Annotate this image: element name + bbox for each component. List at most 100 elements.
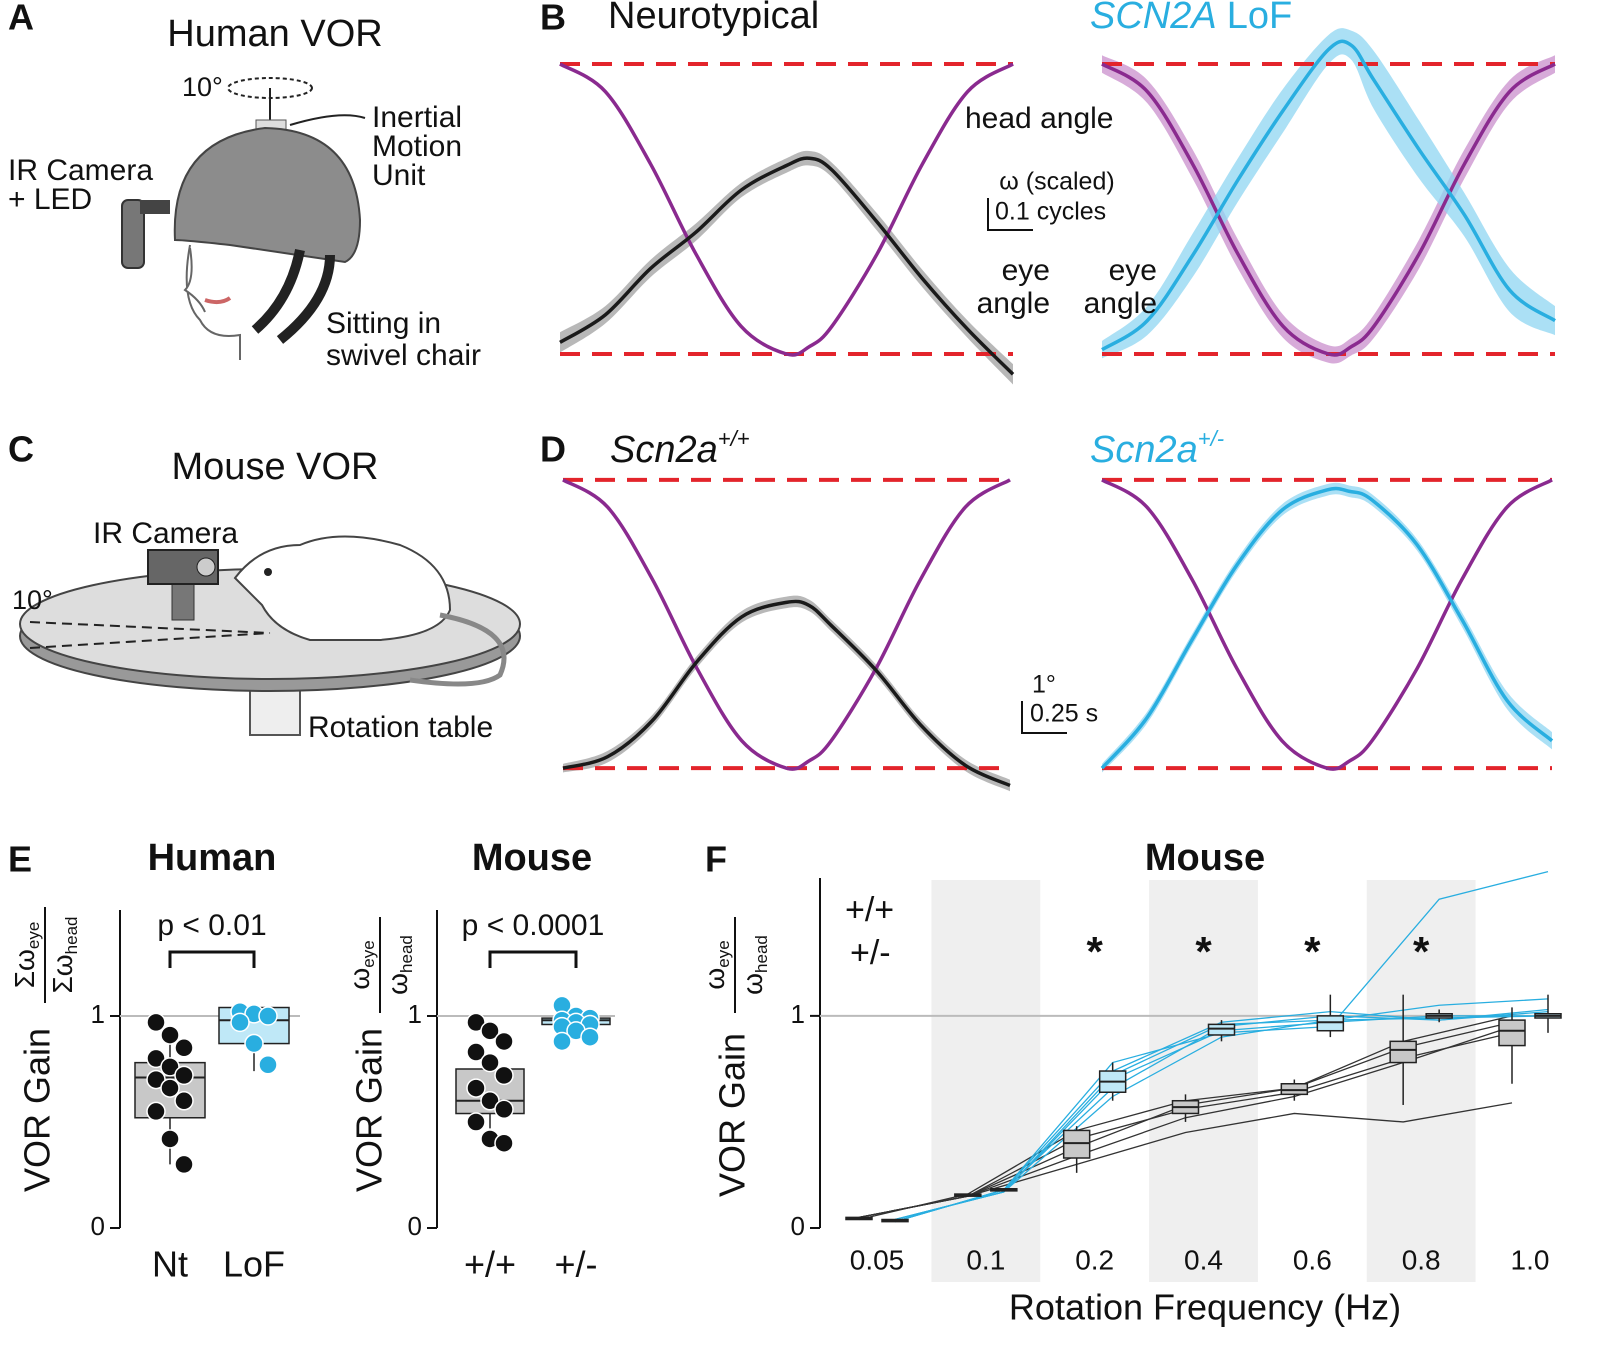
panel-label: B (540, 0, 566, 38)
fraction-part: Σω (9, 949, 40, 988)
fraction-part: head (752, 935, 771, 973)
y-tick-label: 1 (408, 999, 422, 1029)
human-illustration: Human VOR 10° Inertial Motion Unit IR Ca… (8, 13, 481, 372)
shade-band (931, 880, 1041, 1282)
data-point (230, 1012, 250, 1033)
chart-title: Neurotypical (608, 0, 819, 37)
x-tick-label: 0.8 (1402, 1244, 1441, 1275)
fraction-part: ω (737, 973, 768, 995)
illustration-label: Sitting in (326, 307, 441, 340)
box (1316, 1015, 1345, 1032)
data-point (146, 1012, 166, 1033)
data-point (494, 1099, 514, 1120)
title-part: Scn2a (610, 429, 718, 471)
illustration-label: 10° (12, 585, 53, 615)
illustration-label: Unit (372, 159, 426, 192)
x-axis-label: Rotation Frequency (Hz) (1009, 1287, 1401, 1328)
fraction-numerator: ωeye (344, 940, 378, 989)
error-band (563, 595, 1010, 792)
box (1389, 1040, 1417, 1064)
data-point (174, 1038, 194, 1058)
error-band (560, 150, 1013, 385)
annotation: * (1195, 928, 1212, 975)
y-axis-label: VOR Gain (17, 1028, 58, 1192)
data-point (480, 1052, 500, 1073)
data-point (480, 1021, 500, 1041)
fraction-denominator: ωhead (737, 935, 771, 995)
scale-bar (987, 198, 1033, 231)
series-label: eye (1109, 254, 1157, 287)
illustration-title: Human VOR (167, 13, 382, 55)
fraction-part: head (397, 935, 416, 973)
data-point (552, 1031, 572, 1052)
illustration-label: IR Camera (93, 517, 238, 550)
trace-line (562, 478, 1011, 771)
x-tick-label: 0.6 (1293, 1244, 1332, 1275)
x-tick-label: 0.05 (850, 1244, 905, 1275)
data-point (494, 1133, 514, 1153)
panel-label: C (8, 429, 34, 470)
y-tick-label: 0 (91, 1211, 105, 1241)
data-point (174, 1065, 194, 1086)
error-band (1102, 28, 1555, 359)
y-tick-label: 1 (791, 999, 805, 1029)
trace-line (562, 599, 1011, 788)
fraction-numerator: Σωeye (9, 922, 43, 989)
data-point (244, 1033, 264, 1054)
significance-bracket (168, 950, 256, 968)
legend-entry: +/+ (845, 891, 894, 929)
annotation: * (1304, 928, 1321, 975)
illustration-label: + LED (8, 183, 92, 216)
fraction-part: eye (24, 922, 43, 949)
chart-title: Scn2a+/- (1090, 426, 1224, 471)
y-axis-label: VOR Gain (712, 1033, 753, 1197)
title-part: Neurotypical (608, 0, 819, 37)
shade-band (1149, 880, 1258, 1282)
data-point (258, 1055, 278, 1075)
trace-line (1101, 62, 1556, 357)
box (1062, 1129, 1091, 1159)
scale-bar-label: ω (scaled) (999, 168, 1114, 196)
data-point (160, 1057, 180, 1077)
scale-bar (1021, 701, 1067, 734)
y-tick-label: 1 (91, 999, 105, 1029)
x-tick-label: Nt (152, 1244, 188, 1285)
data-point (174, 1091, 194, 1111)
data-point (494, 1065, 514, 1086)
title-part: Scn2a (1090, 429, 1198, 471)
illustration-label: Rotation table (308, 711, 493, 744)
y-tick-label: 0 (791, 1211, 805, 1241)
shade-band (1366, 880, 1476, 1282)
annotation: p < 0.01 (157, 909, 266, 942)
box (1498, 1019, 1526, 1047)
fraction-denominator: Σωhead (47, 917, 81, 994)
data-point (174, 1154, 194, 1175)
error-band (1102, 55, 1555, 364)
annotation: * (1086, 928, 1103, 975)
x-tick-label: 0.4 (1184, 1244, 1223, 1275)
title-part: +/+ (718, 426, 750, 451)
scale-bar-label: 1° (1032, 671, 1056, 699)
chart-title: Mouse (472, 837, 592, 879)
panel-label: F (705, 839, 727, 880)
annotation: * (1413, 928, 1430, 975)
significance-bracket (488, 950, 578, 968)
box (1280, 1083, 1309, 1096)
scale-bar-label: 0.25 s (1030, 700, 1098, 728)
data-point (466, 1042, 486, 1062)
chart-title: Human (148, 837, 277, 879)
y-tick-label: 0 (408, 1211, 422, 1241)
fraction-denominator: ωhead (382, 935, 416, 995)
annotation: p < 0.0001 (462, 909, 605, 942)
illustration-title: Mouse VOR (172, 446, 379, 488)
data-point (160, 1025, 180, 1045)
panel-label: D (540, 429, 566, 470)
data-point (146, 1101, 166, 1122)
illustration-label: Motion (372, 130, 462, 163)
trace-line (1101, 39, 1556, 352)
fraction-part: ω (382, 973, 413, 995)
data-point (146, 1069, 166, 1090)
